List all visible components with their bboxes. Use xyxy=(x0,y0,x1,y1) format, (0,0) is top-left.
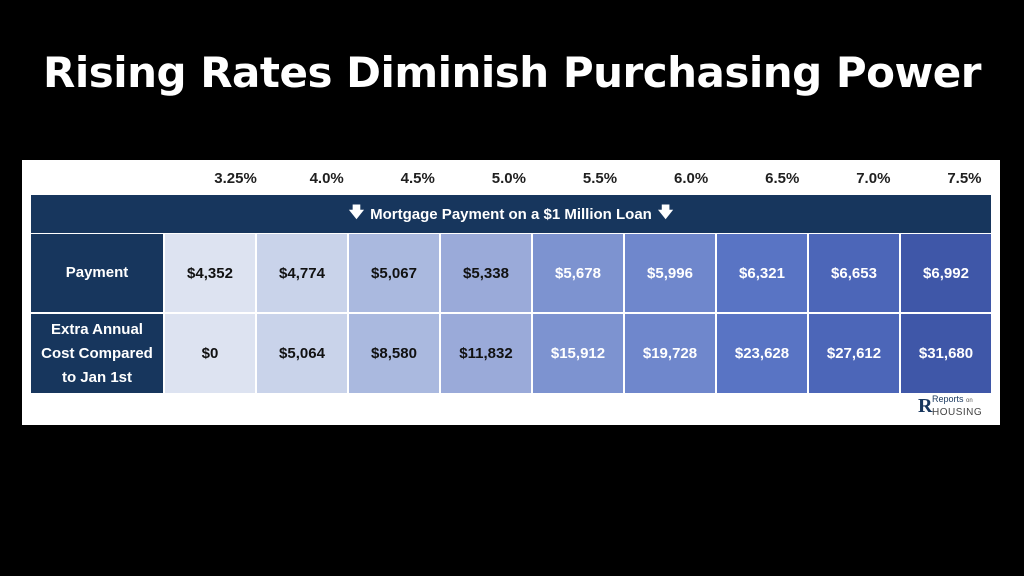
table-cell: $5,996 xyxy=(625,234,715,312)
table-cell: $23,628 xyxy=(717,314,807,393)
rate-header-3: 5.0% xyxy=(491,170,526,187)
table-cell: $4,774 xyxy=(257,234,347,312)
rate-header-6: 6.5% xyxy=(765,170,800,187)
table-cell: $0 xyxy=(165,314,255,393)
table-cell: $4,352 xyxy=(165,234,255,312)
banner-text: Mortgage Payment on a $1 Million Loan xyxy=(370,205,652,223)
rate-header-4: 5.5% xyxy=(582,170,618,187)
table-cell: $6,992 xyxy=(901,234,991,312)
rate-header-8: 7.5% xyxy=(947,170,982,187)
table-cell: $8,580 xyxy=(349,314,439,393)
table-cell: $5,338 xyxy=(441,234,531,312)
table-cell: $5,064 xyxy=(257,314,347,393)
table-cell: $6,653 xyxy=(809,234,899,312)
rates-table-panel: 3.25% 4.0% 4.5% 5.0% 5.5% 6.0% 6.5% 7.0% 7.5% 🡇 … xyxy=(22,160,1000,425)
logo-mark-icon: R xyxy=(918,395,933,417)
rates-grid: Payment $4,352 $4,774 $5,067 $5,338 $5,678 $5,… xyxy=(31,234,991,393)
page-title: Rising Rates Diminish Purchasing Power xyxy=(43,48,981,97)
table-cell: $5,678 xyxy=(533,234,623,312)
table-cell: $31,680 xyxy=(901,314,991,393)
table-cell: $27,612 xyxy=(809,314,899,393)
rate-header-2: 4.5% xyxy=(400,170,435,187)
row-label-1: Extra Annual Cost Compared to Jan 1st xyxy=(31,314,163,393)
rates-header-row: 3.25% 4.0% 4.5% 5.0% 5.5% 6.0% 6.5% 7.0% 7.5% xyxy=(190,170,1010,192)
arrow-down-icon: 🡇 xyxy=(657,203,674,221)
logo-bottom-text: HOUSING xyxy=(932,407,983,418)
arrow-down-icon: 🡇 xyxy=(348,203,365,221)
rate-header-7: 7.0% xyxy=(856,170,891,187)
rate-header-5: 6.0% xyxy=(674,170,709,187)
logo-top-text: Reports xyxy=(932,394,964,404)
rate-header-1: 4.0% xyxy=(309,170,344,187)
table-cell: $11,832 xyxy=(441,314,531,393)
table-cell: $15,912 xyxy=(533,314,623,393)
logo-small-text: on xyxy=(966,398,973,404)
reports-on-housing-logo: R Reports on HOUSING xyxy=(918,393,988,419)
table-cell: $19,728 xyxy=(625,314,715,393)
table-cell: $5,067 xyxy=(349,234,439,312)
rate-header-0: 3.25% xyxy=(214,170,257,187)
row-label-0: Payment xyxy=(31,234,163,312)
table-banner: 🡇 Mortgage Payment on a $1 Million Loan … xyxy=(31,195,991,233)
table-cell: $6,321 xyxy=(717,234,807,312)
